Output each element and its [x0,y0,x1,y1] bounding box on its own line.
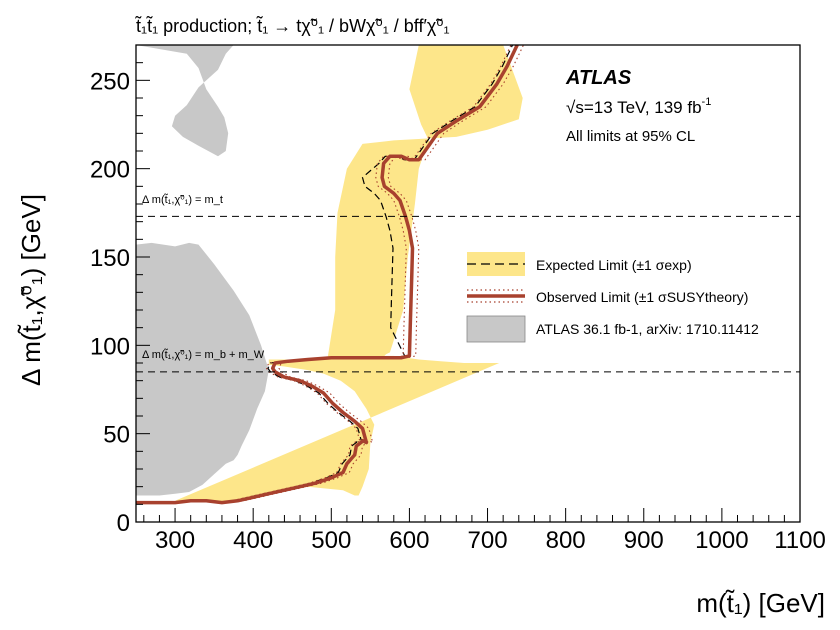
y-axis-title: Δ m(t̃₁,χ̃⁰₁) [GeV] [16,194,46,386]
y-tick-label: 0 [117,510,130,537]
x-tick-label: 900 [624,527,664,554]
previous-limit-layer [136,45,523,496]
energy-lumi-label: √s=13 TeV, 139 fb-1 [566,96,711,117]
observed-limit-line [136,45,519,505]
y-tick-label: 250 [90,68,130,95]
y-tick-label: 100 [90,333,130,360]
expected-band-layer [175,45,523,503]
x-axis: 300 400 500 600 700 800 900 1000 1100 [143,508,826,554]
legend-previous-label: ATLAS 36.1 fb-1, arXiv: 1710.11412 [536,321,759,337]
limit-lines-layer [136,45,524,505]
chart-title: t̃₁t̃₁ production; t̃₁ → tχ̃⁰₁ / bWχ̃⁰₁ … [134,16,449,36]
reference-lines-layer [136,215,800,373]
legend-observed-label: Observed Limit (±1 σSUSYtheory) [536,289,748,305]
previous-limit-region-upper [136,45,523,157]
y-tick-label: 150 [90,245,130,272]
observed-theory-plus-line [142,45,524,504]
x-tick-label: 800 [546,527,586,554]
x-tick-label: 1100 [774,527,826,554]
observed-theory-minus-line [136,45,512,504]
limits-note: All limits at 95% CL [566,128,695,145]
energy-lumi-sup: -1 [702,96,712,108]
legend: Expected Limit (±1 σexp) Observed Limit … [466,252,759,343]
x-tick-label: 1000 [695,527,748,554]
x-tick-label: 300 [155,527,195,554]
legend-expected-label: Expected Limit (±1 σexp) [536,257,692,273]
ref-line-label-mt: Δ m(t̃₁,χ̃⁰₁) = m_t [142,193,223,206]
energy-lumi-text: √s=13 TeV, 139 fb [566,98,702,117]
y-tick-label: 50 [103,422,130,449]
plot-frame [135,44,801,523]
previous-limit-region-lower [136,242,269,496]
x-tick-label: 700 [468,527,508,554]
y-tick-label: 200 [90,157,130,184]
y-axis: 0 50 100 150 200 250 [90,44,150,537]
x-tick-label: 600 [389,527,429,554]
expected-band-0 [175,45,523,503]
expected-limit-line [136,45,514,504]
x-tick-label: 500 [311,527,351,554]
x-tick-label: 400 [233,527,273,554]
x-axis-title: m(t̃₁) [GeV] [696,588,825,618]
plot-area [136,45,800,505]
experiment-label: ATLAS [565,67,632,89]
ref-line-label-mbmw: Δ m(t̃₁,χ̃⁰₁) = m_b + m_W [142,348,265,361]
legend-previous-swatch [466,315,526,343]
